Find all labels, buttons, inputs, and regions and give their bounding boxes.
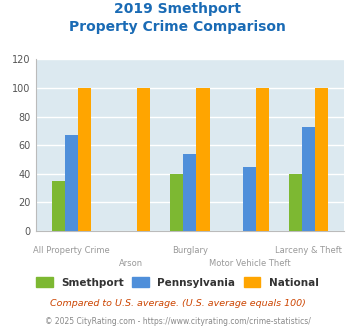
Text: Burglary: Burglary [172, 246, 208, 255]
Text: 2019 Smethport: 2019 Smethport [114, 2, 241, 16]
Legend: Smethport, Pennsylvania, National: Smethport, Pennsylvania, National [36, 278, 319, 288]
Text: © 2025 CityRating.com - https://www.cityrating.com/crime-statistics/: © 2025 CityRating.com - https://www.city… [45, 317, 310, 326]
Bar [256, 88, 269, 231]
Text: Property Crime Comparison: Property Crime Comparison [69, 20, 286, 34]
Text: Arson: Arson [119, 259, 143, 268]
Text: Compared to U.S. average. (U.S. average equals 100): Compared to U.S. average. (U.S. average … [50, 299, 305, 308]
Bar [170, 174, 184, 231]
Text: All Property Crime: All Property Crime [33, 246, 109, 255]
Bar [196, 88, 209, 231]
Text: Motor Vehicle Theft: Motor Vehicle Theft [208, 259, 290, 268]
Bar [65, 135, 78, 231]
Bar [137, 88, 150, 231]
Bar [243, 167, 256, 231]
Bar [78, 88, 91, 231]
Bar [184, 154, 196, 231]
Bar [289, 174, 302, 231]
Text: Larceny & Theft: Larceny & Theft [275, 246, 342, 255]
Bar [51, 181, 65, 231]
Bar [302, 127, 315, 231]
Bar [315, 88, 328, 231]
